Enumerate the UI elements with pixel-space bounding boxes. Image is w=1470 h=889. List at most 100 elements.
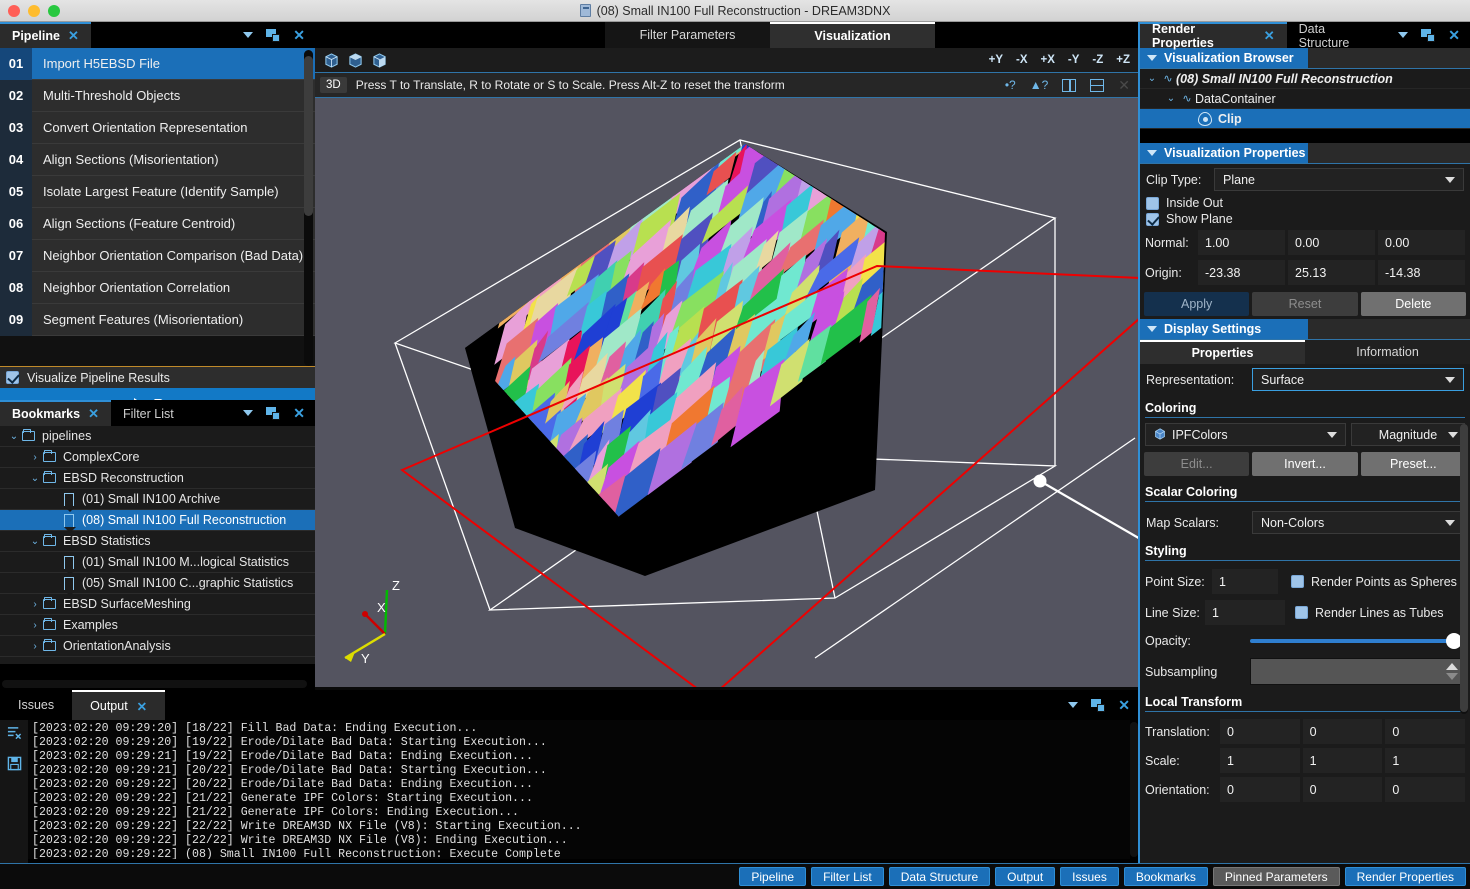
translation-y-field[interactable]: 0 bbox=[1302, 719, 1383, 744]
view-plus-x-button[interactable]: +X bbox=[1040, 54, 1055, 66]
origin-z-field[interactable]: -14.38 bbox=[1378, 260, 1465, 285]
tab-filter-parameters[interactable]: Filter Parameters bbox=[605, 22, 770, 48]
tab-bookmarks[interactable]: Bookmarks ✕ bbox=[0, 400, 111, 426]
inside-out-checkbox[interactable] bbox=[1146, 196, 1159, 210]
view-plus-z-button[interactable]: +Z bbox=[1116, 54, 1130, 66]
pipeline-filter-row[interactable]: 07 Neighbor Orientation Comparison (Bad D… bbox=[0, 239, 315, 272]
twisty-icon[interactable]: ⌄ bbox=[9, 430, 19, 442]
representation-select[interactable]: Surface bbox=[1252, 368, 1464, 391]
normal-x-field[interactable]: 1.00 bbox=[1198, 230, 1285, 255]
pipeline-filter-row[interactable]: 01 Import H5EBSD File bbox=[0, 48, 315, 80]
bookmark-tree-item[interactable]: › Examples bbox=[0, 615, 315, 636]
visualize-pipeline-results-row[interactable]: Visualize Pipeline Results bbox=[0, 366, 315, 388]
translation-z-field[interactable]: 0 bbox=[1385, 719, 1466, 744]
statusbar-button[interactable]: Data Structure bbox=[888, 867, 991, 886]
pipeline-filter-row[interactable]: 02 Multi-Threshold Objects bbox=[0, 79, 315, 112]
bookmark-tree-item[interactable]: › EBSD SurfaceMeshing bbox=[0, 594, 315, 615]
chevron-down-icon[interactable] bbox=[1398, 32, 1409, 38]
close-window-button[interactable] bbox=[8, 4, 20, 17]
pipeline-scrollbar[interactable] bbox=[304, 50, 313, 366]
twisty-icon[interactable]: ⌄ bbox=[1147, 73, 1157, 84]
statusbar-button[interactable]: Filter List bbox=[811, 867, 884, 886]
maximize-window-button[interactable] bbox=[48, 4, 60, 17]
display-settings-header[interactable]: Display Settings bbox=[1140, 319, 1308, 339]
cell-info-icon[interactable]: ▲? bbox=[1029, 78, 1049, 92]
show-plane-checkbox[interactable] bbox=[1146, 212, 1159, 226]
bookmark-tree-item[interactable]: (08) Small IN100 Full Reconstruction bbox=[0, 510, 315, 533]
pipeline-filter-row[interactable]: 05 Isolate Largest Feature (Identify Samp… bbox=[0, 175, 315, 208]
orientation-z-field[interactable]: 0 bbox=[1385, 777, 1466, 802]
statusbar-button[interactable]: Issues bbox=[1060, 867, 1119, 886]
right-dock-scrollbar[interactable] bbox=[1460, 424, 1468, 714]
render-lines-as-tubes-checkbox[interactable] bbox=[1295, 606, 1308, 619]
bookmark-tree-item[interactable]: (01) Small IN100 Archive bbox=[0, 489, 315, 512]
apply-button[interactable]: Apply bbox=[1144, 292, 1250, 316]
minimize-window-button[interactable] bbox=[28, 4, 40, 17]
subtab-information[interactable]: Information bbox=[1305, 340, 1470, 364]
close-panel-icon[interactable]: ✕ bbox=[1448, 26, 1460, 43]
tab-data-structure[interactable]: Data Structure bbox=[1286, 22, 1389, 50]
twisty-icon[interactable]: ⌄ bbox=[1166, 93, 1176, 104]
show-plane-row[interactable]: Show Plane bbox=[1140, 211, 1470, 229]
inside-out-row[interactable]: Inside Out bbox=[1140, 195, 1470, 211]
float-panel-icon[interactable] bbox=[1421, 28, 1436, 42]
twisty-icon[interactable]: › bbox=[33, 640, 37, 652]
view-minus-y-button[interactable]: -Y bbox=[1067, 54, 1080, 66]
color-array-select[interactable]: IPFColors bbox=[1145, 423, 1346, 446]
visualization-browser-item[interactable]: ⌄ ∿ (08) Small IN100 Full Reconstruction bbox=[1140, 69, 1470, 89]
float-panel-icon[interactable] bbox=[1091, 698, 1106, 712]
line-size-field[interactable]: 1 bbox=[1205, 600, 1285, 625]
origin-x-field[interactable]: -23.38 bbox=[1198, 260, 1285, 285]
close-icon[interactable]: ✕ bbox=[1263, 28, 1275, 43]
twisty-icon[interactable]: › bbox=[33, 598, 37, 610]
save-log-icon[interactable] bbox=[7, 756, 22, 774]
chevron-down-icon[interactable] bbox=[243, 32, 254, 38]
tab-filter-list[interactable]: Filter List bbox=[111, 400, 186, 426]
edit-colormap-button[interactable]: Edit... bbox=[1144, 452, 1250, 476]
chevron-down-icon[interactable] bbox=[243, 410, 254, 416]
origin-y-field[interactable]: 25.13 bbox=[1288, 260, 1375, 285]
dock-divider[interactable] bbox=[1138, 22, 1140, 863]
eye-icon[interactable] bbox=[1198, 111, 1212, 126]
pipeline-filter-row[interactable]: 09 Segment Features (Misorientation) bbox=[0, 303, 315, 336]
orientation-x-field[interactable]: 0 bbox=[1220, 777, 1300, 802]
visualize-results-checkbox[interactable] bbox=[6, 371, 19, 384]
tab-visualization[interactable]: Visualization bbox=[770, 22, 935, 48]
subsampling-stepper[interactable] bbox=[1250, 658, 1465, 685]
statusbar-button[interactable]: Pinned Parameters bbox=[1212, 867, 1340, 886]
view-minus-z-button[interactable]: -Z bbox=[1092, 54, 1104, 66]
split-vertical-icon[interactable] bbox=[1062, 78, 1077, 92]
stepper-down-icon[interactable] bbox=[1446, 673, 1458, 680]
close-icon[interactable]: ✕ bbox=[67, 28, 79, 43]
bookmark-tree-item[interactable]: › ComplexCore bbox=[0, 447, 315, 468]
opacity-slider[interactable] bbox=[1250, 633, 1462, 649]
translation-x-field[interactable]: 0 bbox=[1220, 719, 1300, 744]
cube-front-view-icon[interactable] bbox=[324, 52, 339, 68]
bookmarks-horizontal-scrollbar[interactable] bbox=[2, 680, 307, 688]
close-icon[interactable]: ✕ bbox=[136, 699, 148, 714]
pipeline-filter-row[interactable]: 06 Align Sections (Feature Centroid) bbox=[0, 207, 315, 240]
bookmark-tree-item[interactable]: ⌄ EBSD Reconstruction bbox=[0, 468, 315, 489]
close-panel-icon[interactable]: ✕ bbox=[293, 26, 305, 43]
tab-issues[interactable]: Issues bbox=[0, 690, 72, 720]
twisty-icon[interactable]: › bbox=[33, 451, 37, 463]
cube-top-view-icon[interactable] bbox=[348, 52, 363, 68]
map-scalars-select[interactable]: Non-Colors bbox=[1252, 511, 1464, 534]
mode-3d-badge[interactable]: 3D bbox=[320, 77, 347, 93]
delete-button[interactable]: Delete bbox=[1360, 292, 1466, 316]
split-horizontal-icon[interactable] bbox=[1090, 78, 1105, 92]
window-controls[interactable] bbox=[8, 4, 60, 17]
pipeline-filter-row[interactable]: 03 Convert Orientation Representation bbox=[0, 111, 315, 144]
scale-x-field[interactable]: 1 bbox=[1220, 748, 1300, 773]
close-icon[interactable]: ✕ bbox=[88, 406, 99, 421]
close-view-icon[interactable]: ✕ bbox=[1118, 76, 1130, 93]
stepper-up-icon[interactable] bbox=[1446, 663, 1458, 670]
statusbar-button[interactable]: Render Properties bbox=[1344, 867, 1466, 886]
reset-button[interactable]: Reset bbox=[1252, 292, 1358, 316]
invert-colormap-button[interactable]: Invert... bbox=[1252, 452, 1358, 476]
clear-log-icon[interactable] bbox=[7, 726, 22, 744]
statusbar-button[interactable]: Output bbox=[995, 867, 1056, 886]
opacity-slider-handle[interactable] bbox=[1446, 633, 1462, 649]
normal-y-field[interactable]: 0.00 bbox=[1288, 230, 1375, 255]
point-size-field[interactable]: 1 bbox=[1212, 569, 1278, 594]
